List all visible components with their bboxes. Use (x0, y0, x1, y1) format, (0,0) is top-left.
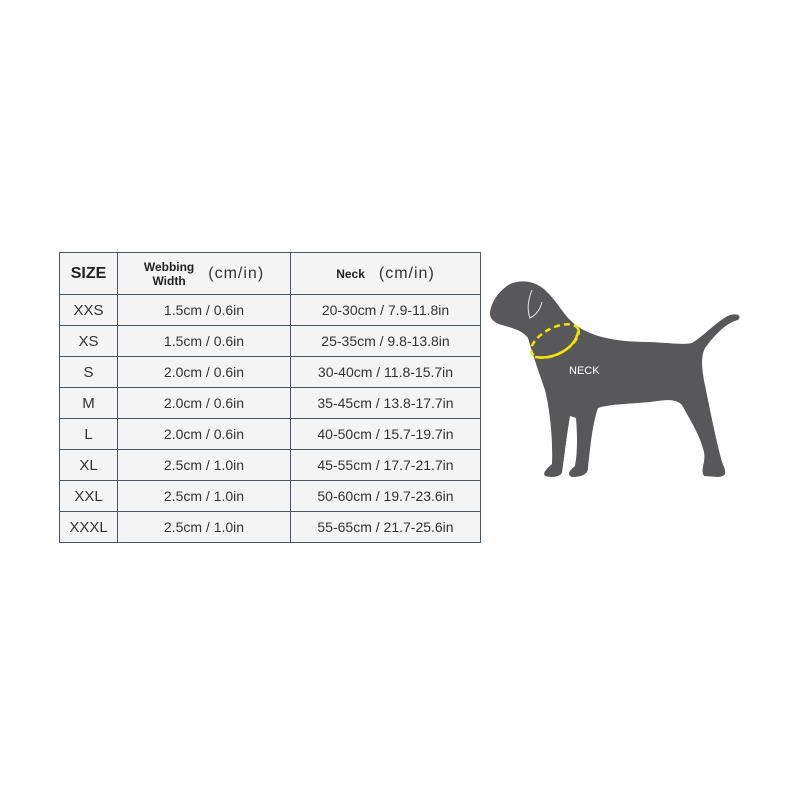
neck-measure-arrow (534, 331, 580, 359)
header-neck-label: Neck (336, 266, 365, 281)
size-cell: XL (59, 449, 118, 481)
table-row: L 2.0cm / 0.6in 40-50cm / 15.7-19.7in (59, 418, 481, 450)
webbing-cell: 2.0cm / 0.6in (117, 356, 291, 388)
webbing-cell: 2.5cm / 1.0in (117, 511, 291, 543)
header-size: SIZE (59, 252, 118, 295)
header-webbing-line1: Webbing (143, 259, 195, 274)
table-row: M 2.0cm / 0.6in 35-45cm / 13.8-17.7in (59, 387, 481, 419)
neck-cell: 35-45cm / 13.8-17.7in (290, 387, 481, 419)
header-row: SIZE Webbing Width (cm/in) Neck (cm/in) (59, 252, 481, 295)
webbing-cell: 2.5cm / 1.0in (117, 449, 291, 481)
ear-icon (527, 289, 543, 319)
size-cell: M (59, 387, 118, 419)
table-row: XXL 2.5cm / 1.0in 50-60cm / 19.7-23.6in (59, 480, 481, 512)
webbing-cell: 2.0cm / 0.6in (117, 387, 291, 419)
table-row: XL 2.5cm / 1.0in 45-55cm / 17.7-21.7in (59, 449, 481, 481)
header-webbing-line2: Width (152, 273, 186, 288)
header-neck: Neck (cm/in) (290, 252, 481, 295)
neck-cell: 25-35cm / 9.8-13.8in (290, 325, 481, 357)
neck-cell: 45-55cm / 17.7-21.7in (290, 449, 481, 481)
size-chart-table: SIZE Webbing Width (cm/in) Neck (cm/in) XXS… (59, 252, 481, 543)
header-webbing: Webbing Width (cm/in) (117, 252, 291, 295)
size-cell: XXS (59, 294, 118, 326)
webbing-cell: 2.0cm / 0.6in (117, 418, 291, 450)
table-row: S 2.0cm / 0.6in 30-40cm / 11.8-15.7in (59, 356, 481, 388)
neck-cell: 30-40cm / 11.8-15.7in (290, 356, 481, 388)
neck-cell: 55-65cm / 21.7-25.6in (290, 511, 481, 543)
table-row: XS 1.5cm / 0.6in 25-35cm / 9.8-13.8in (59, 325, 481, 357)
size-cell: XXL (59, 480, 118, 512)
dog-silhouette (489, 281, 740, 477)
size-cell: XXXL (59, 511, 118, 543)
header-neck-unit: (cm/in) (378, 264, 435, 282)
neck-label: NECK (569, 365, 600, 377)
webbing-cell: 1.5cm / 0.6in (117, 294, 291, 326)
header-webbing-unit: (cm/in) (208, 264, 265, 282)
table-row: XXXL 2.5cm / 1.0in 55-65cm / 21.7-25.6in (59, 511, 481, 543)
size-cell: S (59, 356, 118, 388)
neck-cell: 50-60cm / 19.7-23.6in (290, 480, 481, 512)
